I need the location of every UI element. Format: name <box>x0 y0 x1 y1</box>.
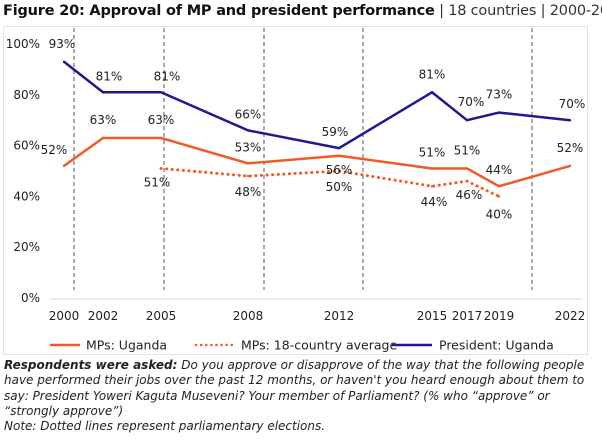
legend-label: MPs: Uganda <box>86 338 167 353</box>
x-tick-label: 2000 <box>49 309 80 323</box>
data-point <box>337 169 341 173</box>
x-tick-label: 2012 <box>324 309 355 323</box>
data-label: 93% <box>49 37 76 51</box>
data-point <box>430 167 434 170</box>
data-point <box>246 174 250 178</box>
title-separator: | <box>439 3 444 19</box>
data-point <box>101 91 105 94</box>
figure-title-main: Figure 20: Approval of MP and president … <box>3 3 435 19</box>
data-label: 81% <box>419 67 446 81</box>
series-line-president-uganda <box>63 60 571 150</box>
data-label: 50% <box>326 180 353 194</box>
data-labels: 52%63% 63%53%56%51% 51%44%52%51%48% 50%44%4… <box>41 37 586 222</box>
data-point <box>497 185 501 188</box>
title-range: 2000-2022 <box>549 3 602 19</box>
caption-lead: Respondents were asked: <box>4 358 178 372</box>
axes: 0% 20% 40% 60% 80% 100% 2000 2002 2005 2008 2012 20… <box>6 37 586 323</box>
data-point <box>246 162 250 165</box>
data-label: 63% <box>90 113 117 127</box>
data-label: 46% <box>456 188 483 202</box>
data-label: 48% <box>235 185 262 199</box>
line-chart: 0% 20% 40% 60% 80% 100% 2000 2002 2005 2008 2012 20… <box>6 28 586 353</box>
data-point <box>465 179 469 183</box>
x-tick-label: 2005 <box>146 309 177 323</box>
chart-frame <box>3 26 588 355</box>
data-point <box>62 164 66 168</box>
legend-label: MPs: 18-country average <box>241 338 397 353</box>
data-point <box>159 136 163 140</box>
data-label: 81% <box>96 69 123 83</box>
legend: MPs: Uganda MPs: 18-country average Presid… <box>50 338 554 353</box>
y-tick-label: 100% <box>6 37 40 51</box>
caption-note: Note: Dotted lines represent parliamenta… <box>4 419 326 434</box>
data-point <box>430 91 434 94</box>
data-label: 52% <box>557 141 584 155</box>
data-point <box>497 111 501 114</box>
data-point <box>159 167 163 170</box>
x-tick-label: 2008 <box>233 309 264 323</box>
data-label: 51% <box>419 145 446 159</box>
series-line-mps-18-country-average <box>159 166 501 198</box>
data-label: 59% <box>322 125 349 139</box>
legend-label: President: Uganda <box>439 338 554 353</box>
data-label: 81% <box>154 69 181 83</box>
y-tick-label: 0% <box>21 291 40 305</box>
y-tick-label: 20% <box>13 240 40 254</box>
data-label: 44% <box>486 163 513 177</box>
data-point <box>62 60 66 63</box>
data-point <box>497 195 501 198</box>
y-tick-label: 40% <box>13 189 40 203</box>
figure-title: Figure 20: Approval of MP and president … <box>3 3 602 19</box>
y-tick-label: 80% <box>13 88 40 102</box>
x-tick-label: 2015 <box>417 309 448 323</box>
data-label: 70% <box>559 97 586 111</box>
survey-question: Respondents were asked: Do you approve o… <box>4 358 600 419</box>
data-point <box>101 136 105 140</box>
data-point <box>465 119 469 122</box>
x-tick-label: 2022 <box>555 309 586 323</box>
data-point <box>246 129 250 132</box>
caption-question: Do you approve or disapprove of the way … <box>4 358 585 418</box>
data-point <box>159 91 163 94</box>
data-label: 52% <box>41 143 68 157</box>
x-tick-label: 2017 <box>452 309 483 323</box>
election-markers <box>73 28 533 290</box>
data-label: 51% <box>144 175 171 189</box>
data-label: 66% <box>235 107 262 121</box>
data-label: 44% <box>421 195 448 209</box>
data-point <box>568 119 572 122</box>
x-tick-label: 2002 <box>88 309 119 323</box>
title-separator: | <box>540 3 546 19</box>
title-scope: 18 countries <box>448 3 537 19</box>
series-lines <box>62 60 572 198</box>
data-label: 73% <box>486 88 513 102</box>
data-label: 56% <box>326 163 353 177</box>
data-point <box>568 164 572 168</box>
data-label: 51% <box>454 143 481 157</box>
series-line-mps-uganda <box>63 136 571 188</box>
data-label: 53% <box>235 140 262 154</box>
data-point <box>465 167 469 170</box>
data-point <box>430 185 434 188</box>
x-tick-label: 2019 <box>484 309 515 323</box>
data-point <box>337 146 341 150</box>
y-tick-label: 60% <box>13 139 40 153</box>
data-label: 40% <box>486 207 513 221</box>
data-point <box>337 154 341 157</box>
data-label: 63% <box>148 113 175 127</box>
figure-caption: Respondents were asked: Do you approve o… <box>4 358 600 434</box>
data-label: 70% <box>458 95 485 109</box>
